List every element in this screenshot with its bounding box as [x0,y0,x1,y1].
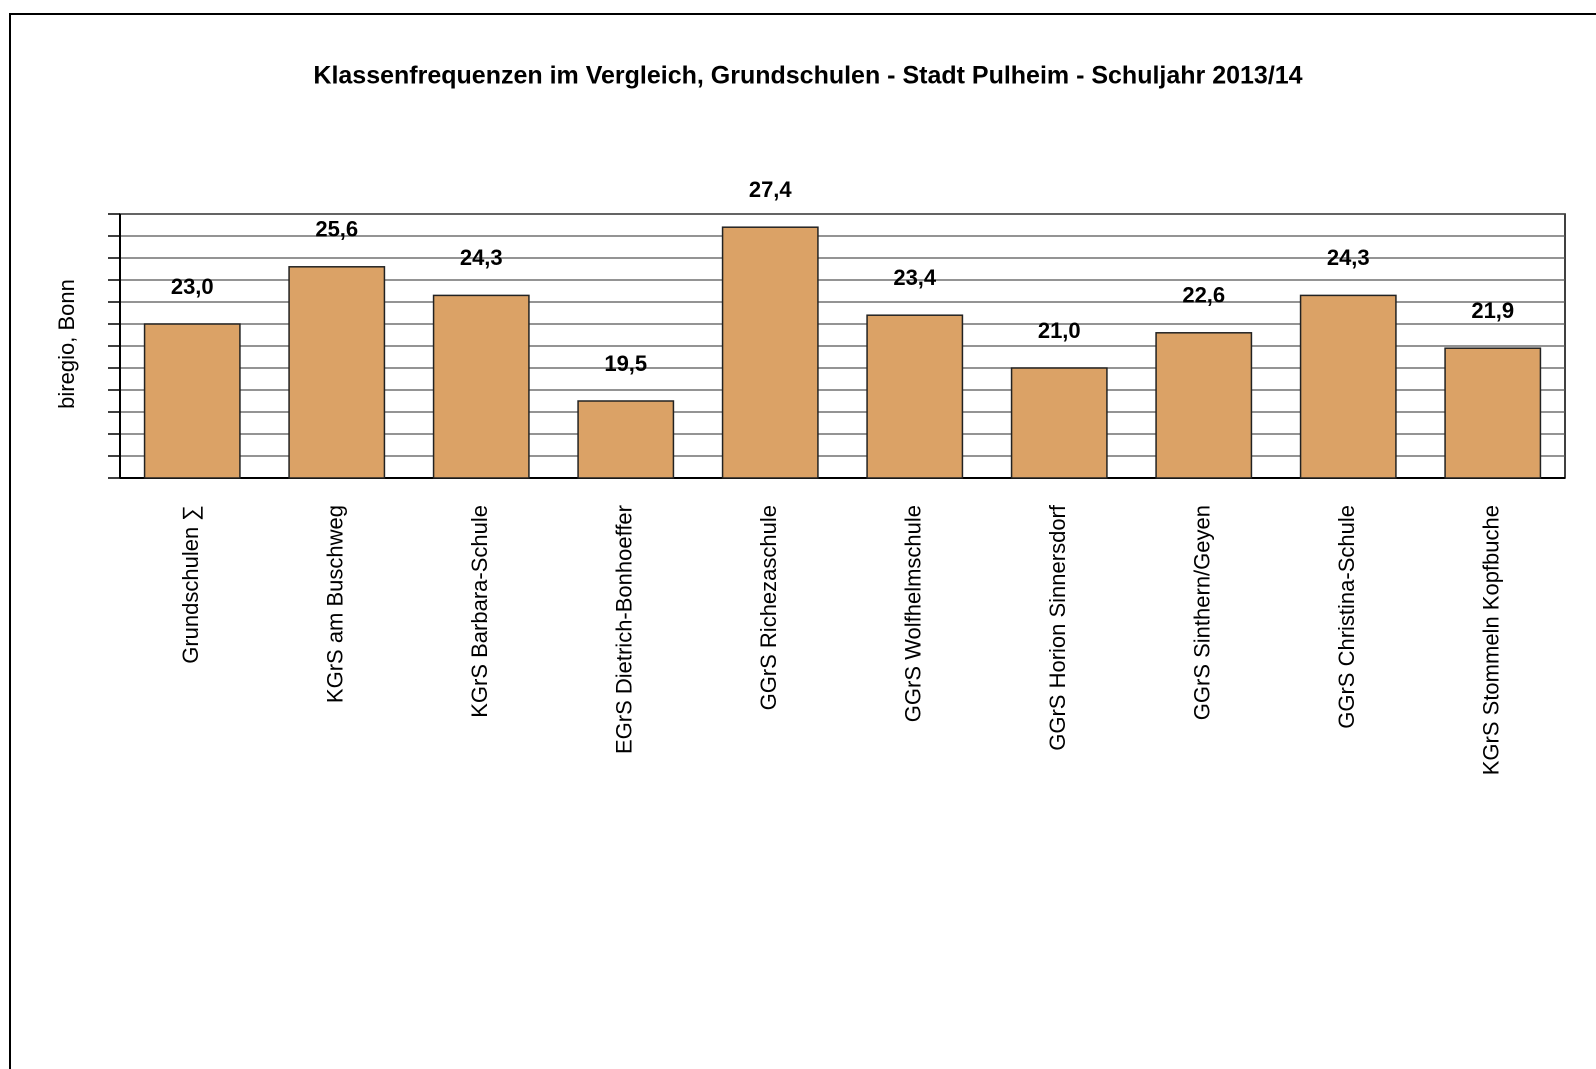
x-tick-label: EGrS Dietrich-Bonhoeffer [612,505,637,754]
x-tick-label: GGrS Richezaschule [756,505,781,710]
x-tick-label: GGrS Sinthern/Geyen [1190,505,1215,720]
x-tick-label: GGrS Horion Sinnersdorf [1045,504,1070,751]
x-tick-label: KGrS Barbara-Schule [467,505,492,718]
bar [288,266,386,479]
x-tick-label: GGrS Wolfhelmschule [901,505,926,722]
bar [1155,332,1253,479]
bar [577,400,675,479]
bar [143,323,241,479]
value-label: 24,3 [1327,245,1370,270]
bar [432,294,530,479]
bar [1299,294,1397,479]
value-label: 21,9 [1471,298,1514,323]
chart-title: Klassenfrequenzen im Vergleich, Grundsch… [313,62,1302,90]
x-tick-label: KGrS Stommeln Kopfbuche [1479,505,1504,775]
value-label: 24,3 [460,245,503,270]
frame [9,13,1596,1069]
value-label: 25,6 [315,217,358,242]
value-label: 23,4 [893,265,937,290]
value-label: 23,0 [171,274,214,299]
bar [721,226,819,479]
value-label: 27,4 [749,177,793,202]
bar [866,314,964,479]
bar [1010,367,1108,479]
bar [1444,347,1542,479]
x-tick-label: GGrS Christina-Schule [1334,505,1359,729]
value-label: 21,0 [1038,318,1081,343]
value-label: 19,5 [604,351,647,376]
x-tick-label: KGrS am Buschweg [323,505,348,703]
value-label: 22,6 [1182,283,1225,308]
y-axis-label: biregio, Bonn [54,279,79,409]
x-tick-label: Grundschulen ∑ [178,505,203,664]
